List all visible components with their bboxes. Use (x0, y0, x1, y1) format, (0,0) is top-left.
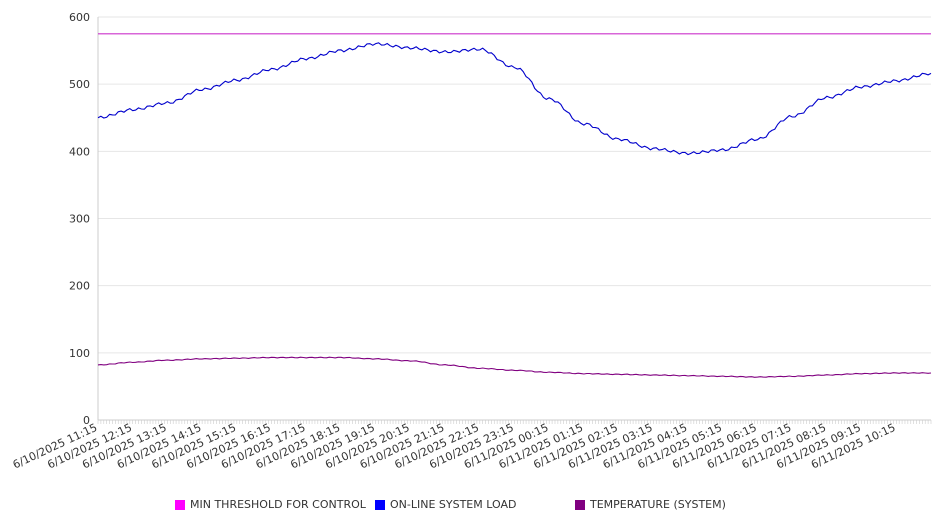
grid-lines (98, 16, 931, 354)
series-line (97, 356, 932, 378)
legend-item-min-threshold[interactable]: MIN THRESHOLD FOR CONTROL (175, 498, 366, 511)
y-tick-label: 200 (69, 280, 90, 293)
y-tick-label: 100 (69, 347, 90, 360)
legend-swatch-system-load (375, 499, 385, 510)
legend-label-system-load: ON-LINE SYSTEM LOAD (390, 498, 517, 511)
legend-swatch-temperature (575, 499, 585, 510)
y-tick-label: 500 (69, 78, 90, 91)
legend: MIN THRESHOLD FOR CONTROL ON-LINE SYSTEM… (0, 498, 946, 516)
legend-item-system-load[interactable]: ON-LINE SYSTEM LOAD (375, 498, 516, 511)
x-tick-labels: 6/10/2025 11:156/10/2025 12:156/10/2025 … (11, 421, 898, 471)
y-tick-label: 400 (69, 145, 90, 158)
series-line (97, 42, 932, 156)
y-tick-label: 0 (83, 414, 90, 427)
axes (97, 17, 932, 424)
legend-label-min-threshold: MIN THRESHOLD FOR CONTROL (190, 498, 366, 511)
series-lines (97, 33, 932, 378)
legend-label-temperature: TEMPERATURE (SYSTEM) (590, 498, 726, 511)
legend-swatch-min-threshold (175, 499, 185, 510)
y-tick-label: 300 (69, 213, 90, 226)
legend-item-temperature[interactable]: TEMPERATURE (SYSTEM) (575, 498, 726, 511)
y-tick-label: 600 (69, 11, 90, 24)
y-tick-labels: 0 100 200 300 400 500 600 (69, 11, 90, 427)
